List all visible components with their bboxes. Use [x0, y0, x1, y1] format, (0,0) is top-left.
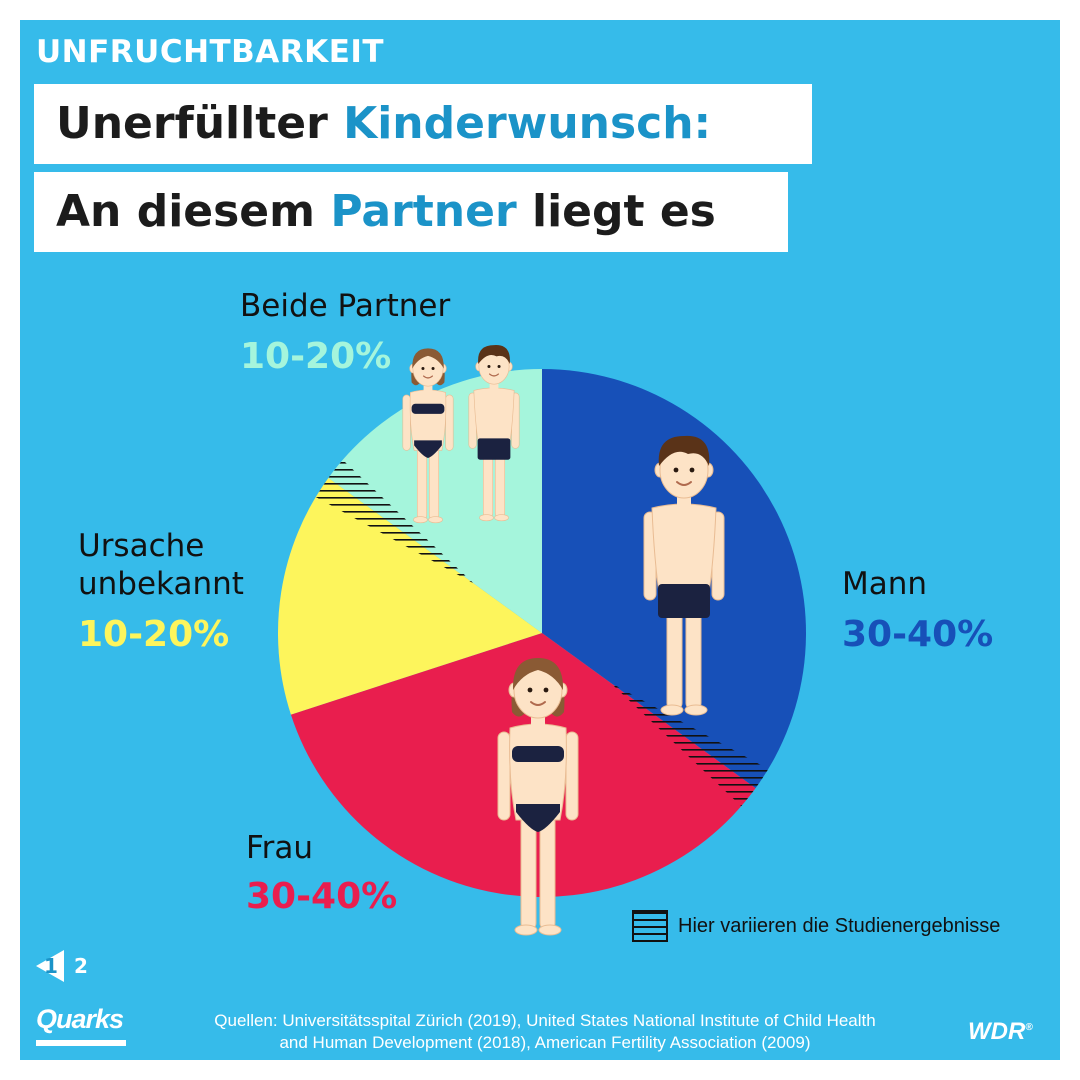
- legend: Hier variieren die Studienergebnisse: [632, 910, 1000, 942]
- slice-value-frau: 30-40%: [246, 876, 398, 917]
- slice-value-beide: 10-20%: [240, 336, 392, 377]
- pie-slice-unbekannt: [278, 477, 542, 715]
- source-line-2: and Human Development (2018), American F…: [279, 1033, 811, 1052]
- uncertainty-hatch-1: [610, 682, 771, 808]
- title-text: Unerfüllter: [56, 98, 344, 149]
- title-text: liegt es: [516, 186, 716, 237]
- wdr-logo: WDR®: [968, 1018, 1033, 1045]
- slice-label-unbekannt-line1: Ursache: [78, 528, 205, 564]
- legend-label: Hier variieren die Studienergebnisse: [678, 914, 1001, 937]
- man-figure: [643, 435, 725, 716]
- quarks-logo: Quarks: [36, 1004, 124, 1034]
- slice-label-mann: Mann: [842, 566, 928, 602]
- logo-underline: [36, 1040, 126, 1046]
- prev-arrow-icon[interactable]: [36, 950, 64, 982]
- hatch-legend-swatch: [632, 910, 668, 942]
- uncertainty-hatch-2: [313, 458, 474, 584]
- slice-label-frau: Frau: [246, 830, 313, 866]
- title-highlight: Partner: [330, 186, 517, 237]
- title-highlight: Kinderwunsch:: [343, 98, 712, 149]
- source-line-1: Quellen: Universitätsspital Zürich (2019…: [214, 1011, 876, 1030]
- category-tag: UNFRUCHTBARKEIT: [36, 34, 385, 70]
- slice-value-unbekannt: 10-20%: [78, 614, 230, 655]
- page-current: 1: [44, 954, 58, 978]
- woman-figure: [497, 658, 579, 936]
- title-text: An diesem: [56, 186, 331, 237]
- pager[interactable]: 1 2: [36, 950, 88, 982]
- slice-label-unbekannt-line2: unbekannt: [78, 566, 244, 602]
- wdr-logo-text: WDR: [968, 1018, 1026, 1045]
- couple-man-figure: [468, 345, 520, 522]
- slice-value-mann: 30-40%: [842, 614, 994, 655]
- title-line-2: An diesem Partner liegt es: [34, 172, 788, 252]
- title-line-1: Unerfüllter Kinderwunsch:: [34, 84, 812, 164]
- page-next[interactable]: 2: [74, 954, 88, 978]
- couple-woman-figure: [402, 348, 454, 524]
- sources: Quellen: Universitätsspital Zürich (2019…: [150, 1010, 940, 1054]
- slice-label-beide: Beide Partner: [240, 288, 451, 324]
